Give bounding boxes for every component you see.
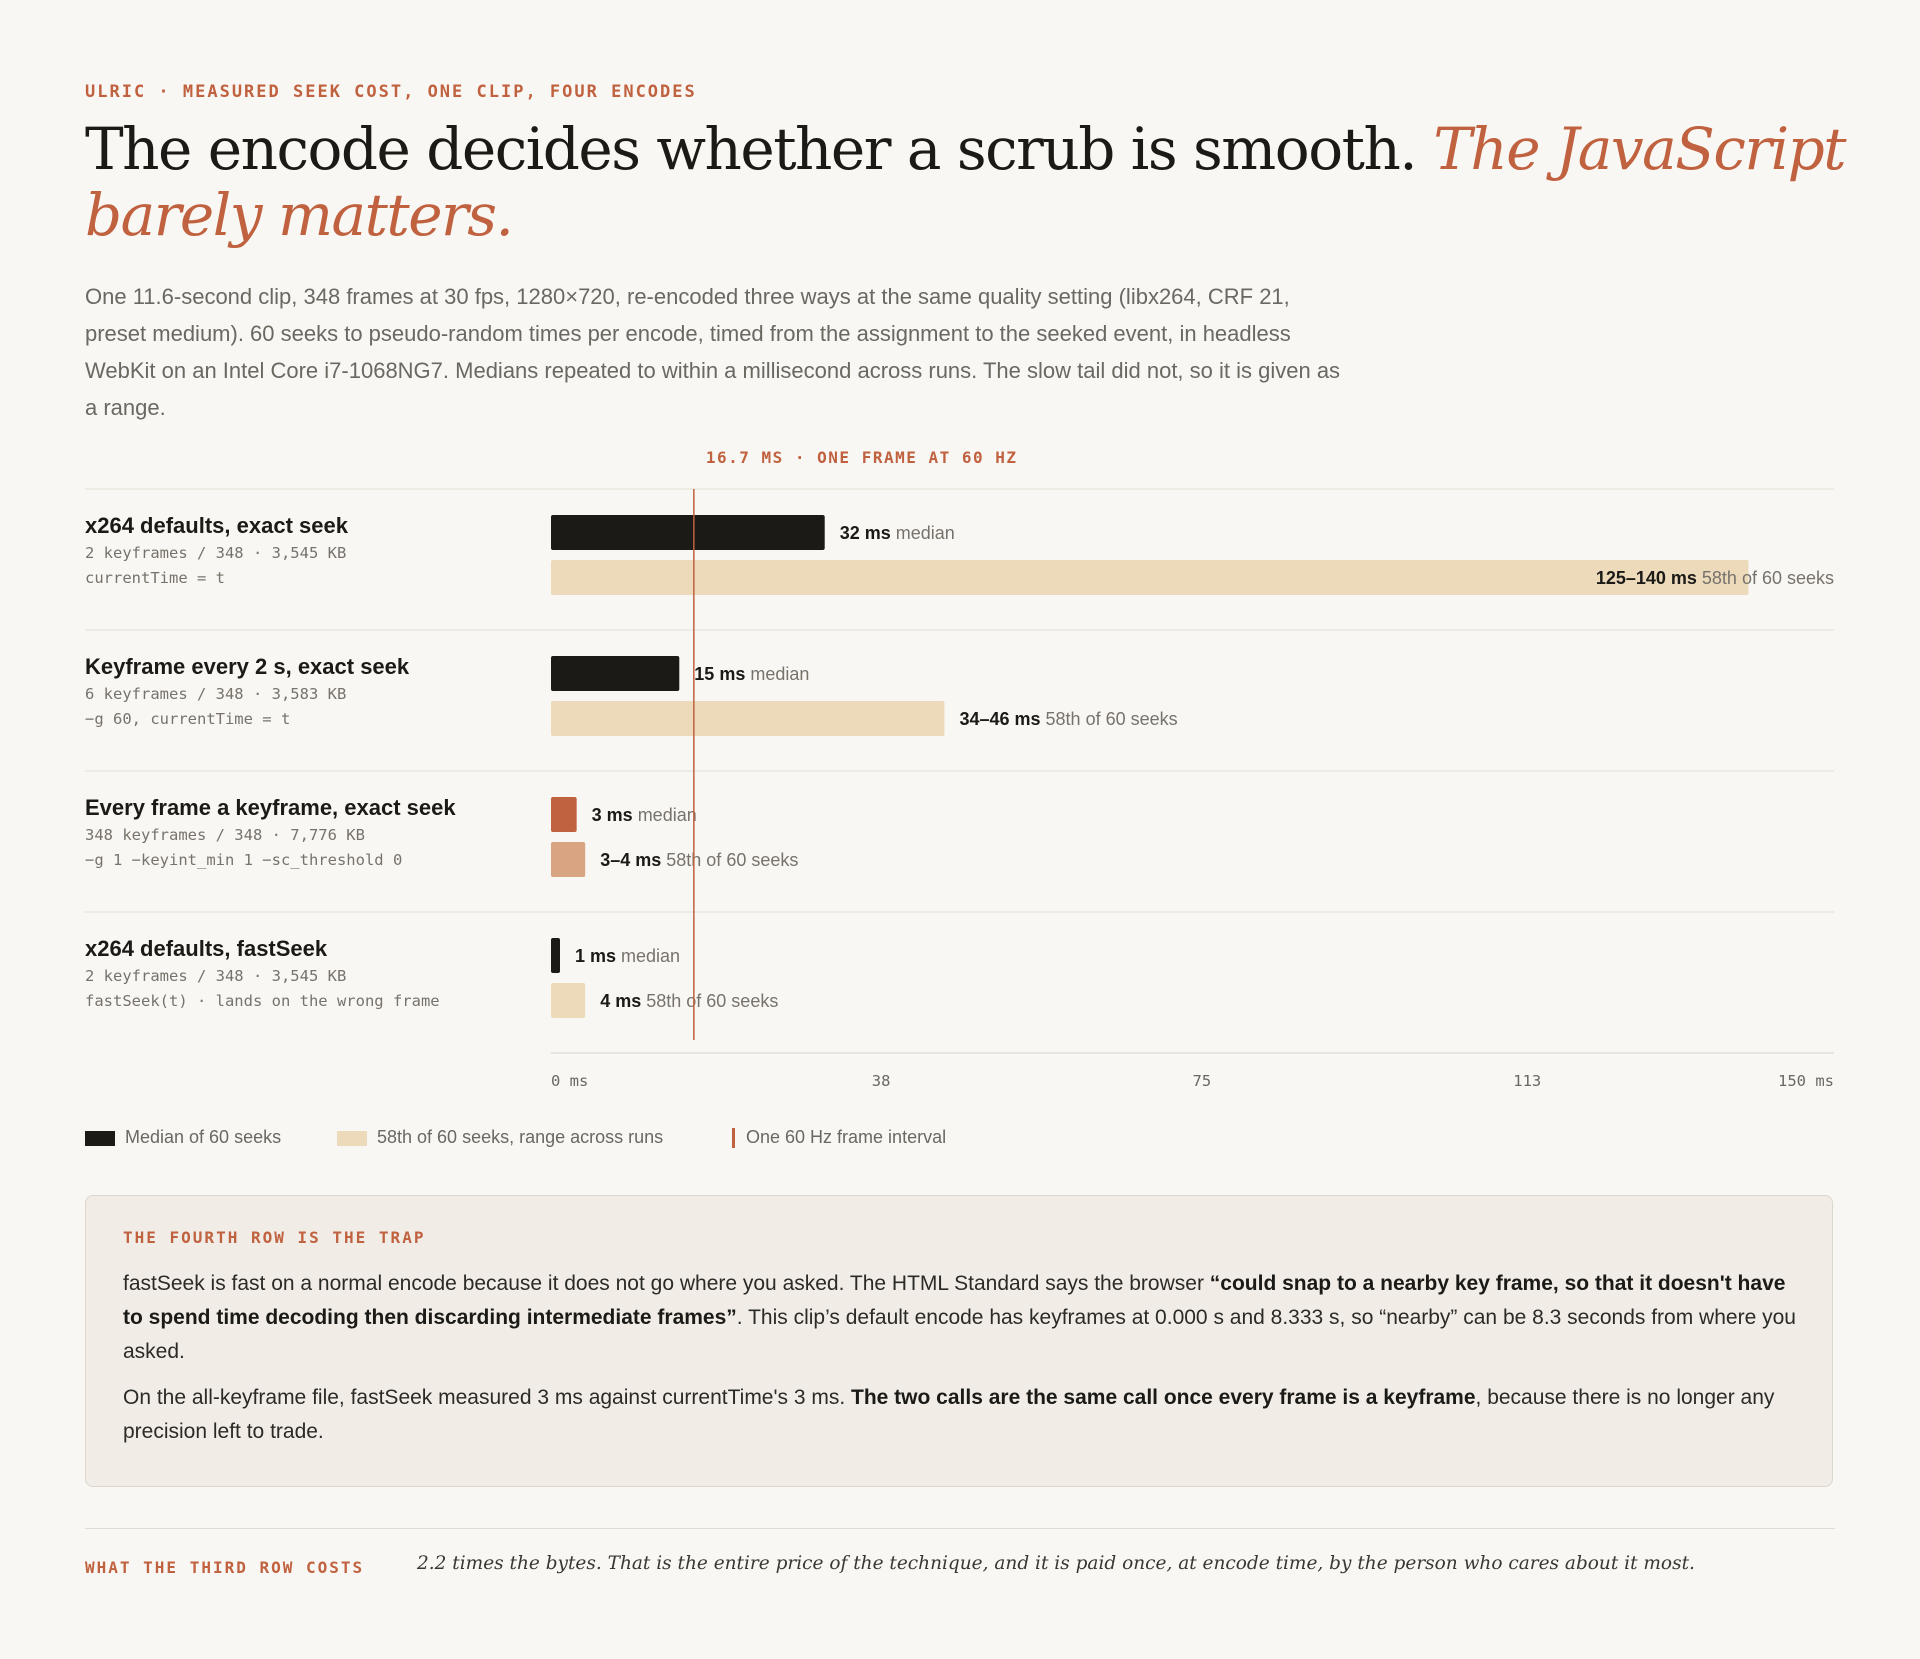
callout-p2-text: On the all-keyframe file, fastSeek measu… <box>123 1386 852 1409</box>
tail-bar <box>551 560 1749 595</box>
reference-line-label: 16.7 MS · ONE FRAME AT 60 HZ <box>706 448 1018 467</box>
legend-item-tail: 58th of 60 seeks, range across runs <box>337 1126 663 1148</box>
median-value: 3 ms <box>592 805 633 825</box>
x-tick-label: 150 ms <box>1778 1072 1834 1090</box>
callout-heading: THE FOURTH ROW IS THE TRAP <box>123 1228 426 1247</box>
tail-value: 34–46 ms <box>959 709 1040 729</box>
median-bar <box>551 938 560 973</box>
legend-item-median: Median of 60 seeks <box>85 1126 281 1148</box>
callout-p1-text: fastSeek is fast on a normal encode beca… <box>123 1272 1210 1295</box>
tail-value: 3–4 ms <box>600 850 661 870</box>
page: ULRIC · MEASURED SEEK COST, ONE CLIP, FO… <box>85 0 1847 1659</box>
median-value: 15 ms <box>694 664 745 684</box>
tail-label: 4 ms 58th of 60 seeks <box>600 991 778 1011</box>
callout-p2-tail: , because there is no longer any precisi… <box>123 1386 1775 1443</box>
tail-label: 34–46 ms 58th of 60 seeks <box>959 709 1177 729</box>
row-meta-keyframes: 2 keyframes / 348 · 3,545 KB <box>85 967 347 985</box>
tail-bar <box>551 701 945 736</box>
row-title: Keyframe every 2 s, exact seek <box>85 654 410 679</box>
row-title: x264 defaults, exact seek <box>85 513 348 538</box>
median-bar <box>551 797 577 832</box>
chart-canvas: 16.7 MS · ONE FRAME AT 60 HZ 32 ms median… <box>85 448 1834 1090</box>
tail-suffix: 58th of 60 seeks <box>1697 568 1834 588</box>
tail-label: 125–140 ms 58th of 60 seeks <box>1596 568 1834 588</box>
callout-paragraph-2: On the all-keyframe file, fastSeek measu… <box>123 1381 1796 1449</box>
row-meta-flags: fastSeek(t) · lands on the wrong frame <box>85 992 440 1010</box>
median-label: 3 ms median <box>592 805 697 825</box>
tail-suffix: 58th of 60 seeks <box>1041 709 1178 729</box>
row-meta-flags: currentTime = t <box>85 569 225 587</box>
footer-divider <box>85 1528 1835 1529</box>
x-tick-label: 113 <box>1513 1072 1541 1090</box>
median-value: 1 ms <box>575 946 616 966</box>
row-meta-keyframes: 348 keyframes / 348 · 7,776 KB <box>85 826 365 844</box>
legend-label-frame: One 60 Hz frame interval <box>746 1127 947 1147</box>
tail-value: 125–140 ms <box>1596 568 1697 588</box>
row-label-block: Every frame a keyframe, exact seek 348 ke… <box>85 793 625 873</box>
tail-suffix: 58th of 60 seeks <box>661 850 798 870</box>
median-bar <box>551 515 825 550</box>
legend-swatch-median <box>85 1130 115 1146</box>
footer-label: WHAT THE THIRD ROW COSTS <box>85 1558 365 1577</box>
tail-bar <box>551 842 586 877</box>
row-label-block: x264 defaults, exact seek 2 keyframes / 3… <box>85 511 625 591</box>
x-tick-label: 0 ms <box>551 1072 588 1090</box>
tail-suffix: 58th of 60 seeks <box>641 991 778 1011</box>
median-suffix: median <box>633 805 697 825</box>
median-value: 32 ms <box>840 523 891 543</box>
callout-p1-quote: “could snap to a nearby key frame, so th… <box>123 1272 1786 1329</box>
row-meta-keyframes: 2 keyframes / 348 · 3,545 KB <box>85 544 347 562</box>
median-label: 32 ms median <box>840 523 955 543</box>
legend-label-tail: 58th of 60 seeks, range across runs <box>377 1127 664 1147</box>
callout-paragraph-1: fastSeek is fast on a normal encode beca… <box>123 1267 1796 1369</box>
row-meta-keyframes: 6 keyframes / 348 · 3,583 KB <box>85 685 347 703</box>
tail-bar <box>551 983 586 1018</box>
median-suffix: median <box>745 664 809 684</box>
median-suffix: median <box>891 523 955 543</box>
tail-value: 4 ms <box>600 991 641 1011</box>
median-label: 1 ms median <box>575 946 680 966</box>
seek-cost-chart: 16.7 MS · ONE FRAME AT 60 HZ 32 ms median… <box>85 440 1835 1100</box>
tail-label: 3–4 ms 58th of 60 seeks <box>600 850 798 870</box>
row-title: x264 defaults, fastSeek <box>85 936 328 961</box>
eyebrow: ULRIC · MEASURED SEEK COST, ONE CLIP, FO… <box>85 82 697 102</box>
legend-swatch-frame <box>732 1128 735 1149</box>
headline-lead: The encode decides whether a scrub is sm… <box>85 115 1418 183</box>
x-tick-label: 75 <box>1193 1072 1212 1090</box>
page-title: The encode decides whether a scrub is sm… <box>85 116 1865 248</box>
median-suffix: median <box>616 946 680 966</box>
legend-label-median: Median of 60 seeks <box>125 1127 282 1147</box>
callout-p2-bold: The two calls are the same call once eve… <box>851 1386 1476 1409</box>
row-meta-flags: −g 1 −keyint_min 1 −sc_threshold 0 <box>85 851 403 869</box>
median-label: 15 ms median <box>694 664 809 684</box>
x-tick-label: 38 <box>872 1072 891 1090</box>
legend-item-frame: One 60 Hz frame interval <box>732 1126 947 1149</box>
callout-box: THE FOURTH ROW IS THE TRAP fastSeek is f… <box>85 1195 1833 1487</box>
legend-swatch-tail <box>337 1130 367 1146</box>
footer-text: 2.2 times the bytes. That is the entire … <box>417 1553 1695 1574</box>
row-label-block: Keyframe every 2 s, exact seek 6 keyframe… <box>85 652 625 732</box>
row-meta-flags: −g 60, currentTime = t <box>85 710 291 728</box>
median-bar <box>551 656 680 691</box>
callout-p1-tail: . This clip’s default encode has keyfram… <box>123 1306 1796 1363</box>
row-title: Every frame a keyframe, exact seek <box>85 795 456 820</box>
row-label-block: x264 defaults, fastSeek 2 keyframes / 348… <box>85 934 625 1014</box>
headline-accent: The JavaScript barely matters. <box>85 115 1847 249</box>
intro-paragraph: One 11.6-second clip, 348 frames at 30 f… <box>85 284 1341 420</box>
